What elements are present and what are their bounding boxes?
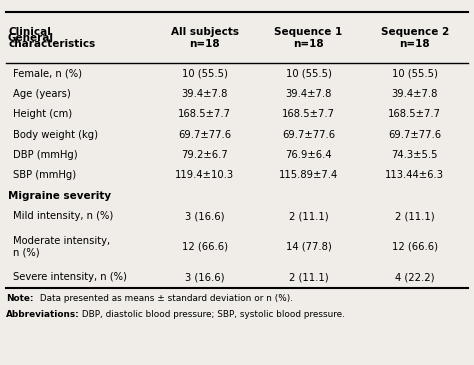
- Text: Sequence 1
n=18: Sequence 1 n=18: [274, 27, 343, 49]
- Text: 69.7±77.6: 69.7±77.6: [388, 130, 441, 139]
- Text: General: General: [8, 33, 54, 43]
- Text: 39.4±7.8: 39.4±7.8: [285, 89, 332, 99]
- Text: 12 (66.6): 12 (66.6): [392, 242, 438, 252]
- Text: 39.4±7.8: 39.4±7.8: [392, 89, 438, 99]
- Text: Migraine severity: Migraine severity: [8, 191, 110, 201]
- Text: Moderate intensity,
n (%): Moderate intensity, n (%): [13, 236, 110, 258]
- Text: Female, n (%): Female, n (%): [13, 68, 82, 78]
- Text: 2 (11.1): 2 (11.1): [395, 211, 435, 221]
- Text: Height (cm): Height (cm): [13, 109, 73, 119]
- Text: 69.7±77.6: 69.7±77.6: [178, 130, 231, 139]
- Text: 69.7±77.6: 69.7±77.6: [282, 130, 335, 139]
- Text: 76.9±6.4: 76.9±6.4: [285, 150, 332, 160]
- Text: Note:: Note:: [6, 294, 34, 303]
- Text: 168.5±7.7: 168.5±7.7: [388, 109, 441, 119]
- Text: 14 (77.8): 14 (77.8): [286, 242, 331, 252]
- Text: DBP (mmHg): DBP (mmHg): [13, 150, 78, 160]
- Text: 10 (55.5): 10 (55.5): [286, 68, 331, 78]
- Text: Mild intensity, n (%): Mild intensity, n (%): [13, 211, 113, 221]
- Text: 12 (66.6): 12 (66.6): [182, 242, 228, 252]
- Text: 2 (11.1): 2 (11.1): [289, 211, 328, 221]
- Text: Data presented as means ± standard deviation or n (%).: Data presented as means ± standard devia…: [36, 294, 293, 303]
- Text: Sequence 2
n=18: Sequence 2 n=18: [381, 27, 449, 49]
- Text: 79.2±6.7: 79.2±6.7: [181, 150, 228, 160]
- Text: 3 (16.6): 3 (16.6): [185, 272, 224, 283]
- Text: 39.4±7.8: 39.4±7.8: [182, 89, 228, 99]
- Text: Severe intensity, n (%): Severe intensity, n (%): [13, 272, 127, 283]
- Text: 2 (11.1): 2 (11.1): [289, 272, 328, 283]
- Text: 10 (55.5): 10 (55.5): [392, 68, 438, 78]
- Text: 119.4±10.3: 119.4±10.3: [175, 170, 234, 180]
- Text: DBP, diastolic blood pressure; SBP, systolic blood pressure.: DBP, diastolic blood pressure; SBP, syst…: [79, 310, 345, 319]
- Text: Clinical
characteristics: Clinical characteristics: [9, 27, 96, 49]
- Text: Body weight (kg): Body weight (kg): [13, 130, 98, 139]
- Text: 115.89±7.4: 115.89±7.4: [279, 170, 338, 180]
- Text: 168.5±7.7: 168.5±7.7: [178, 109, 231, 119]
- Text: Age (years): Age (years): [13, 89, 71, 99]
- Text: 168.5±7.7: 168.5±7.7: [282, 109, 335, 119]
- Text: 10 (55.5): 10 (55.5): [182, 68, 228, 78]
- Text: SBP (mmHg): SBP (mmHg): [13, 170, 76, 180]
- Text: 113.44±6.3: 113.44±6.3: [385, 170, 444, 180]
- Text: 3 (16.6): 3 (16.6): [185, 211, 224, 221]
- Text: 4 (22.2): 4 (22.2): [395, 272, 435, 283]
- Text: Abbreviations:: Abbreviations:: [6, 310, 80, 319]
- Text: 74.3±5.5: 74.3±5.5: [392, 150, 438, 160]
- Text: All subjects
n=18: All subjects n=18: [171, 27, 239, 49]
